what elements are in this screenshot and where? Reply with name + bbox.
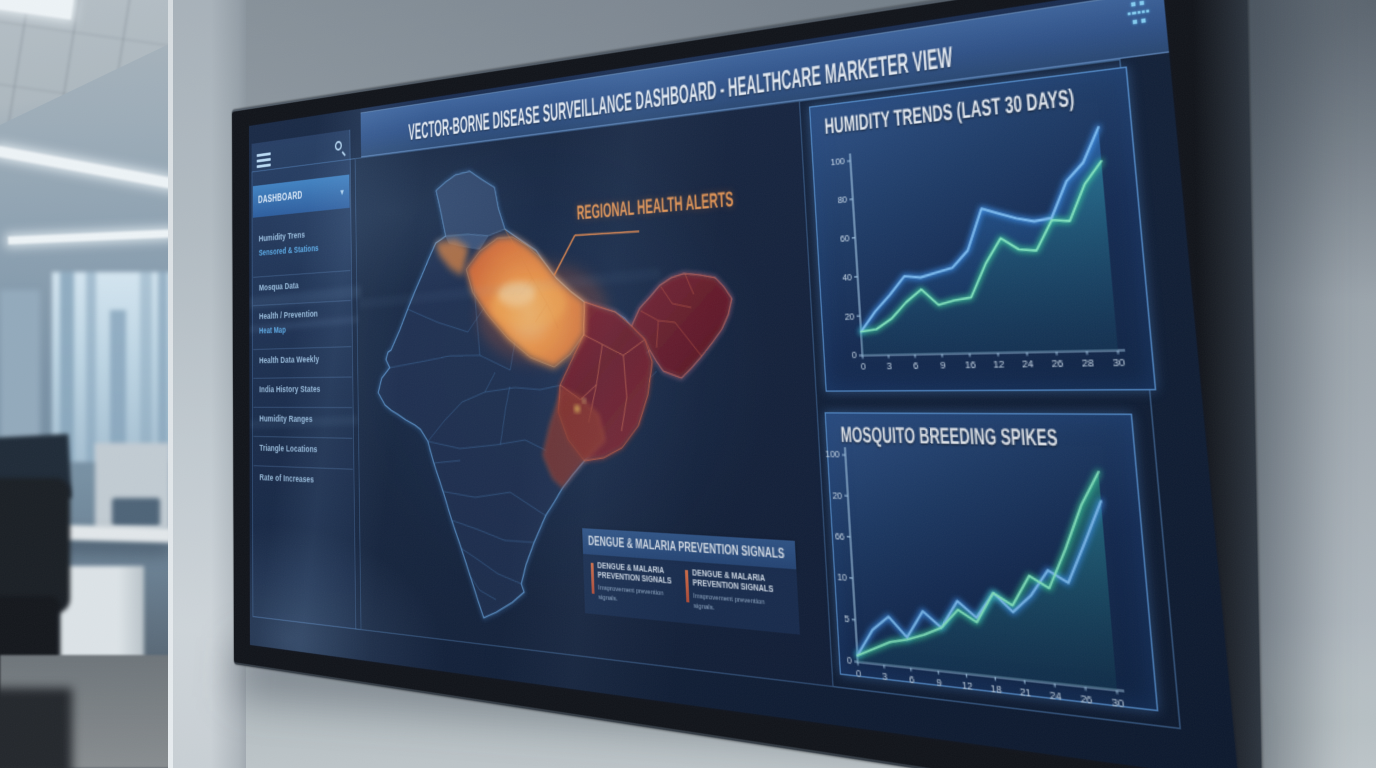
svg-text:30: 30 [1113,358,1126,370]
svg-text:60: 60 [840,235,850,246]
svg-text:9: 9 [940,361,946,372]
svg-text:30: 30 [1112,698,1125,711]
svg-text:10: 10 [837,573,847,584]
svg-text:26: 26 [1052,359,1064,370]
svg-text:6: 6 [909,675,915,687]
svg-text:12: 12 [962,681,974,694]
svg-text:20: 20 [832,491,842,502]
svg-text:80: 80 [837,196,847,207]
svg-text:3: 3 [886,362,892,373]
svg-text:18: 18 [990,684,1002,697]
svg-text:24: 24 [1022,360,1034,371]
svg-text:100: 100 [825,451,840,462]
svg-text:9: 9 [936,678,942,690]
svg-text:6: 6 [913,362,919,373]
svg-text:5: 5 [844,615,850,626]
svg-text:0: 0 [856,669,862,680]
svg-text:16: 16 [965,361,976,372]
svg-text:3: 3 [882,672,888,684]
svg-text:66: 66 [835,532,845,543]
svg-text:0: 0 [852,352,857,362]
svg-text:12: 12 [993,360,1005,371]
svg-text:28: 28 [1082,359,1095,370]
svg-text:0: 0 [861,363,867,373]
svg-text:40: 40 [842,273,852,284]
svg-text:20: 20 [845,313,855,324]
svg-text:21: 21 [1019,688,1031,701]
svg-text:26: 26 [1080,695,1093,708]
svg-text:100: 100 [831,158,846,169]
svg-text:0: 0 [847,657,853,668]
svg-text:24: 24 [1049,691,1062,704]
